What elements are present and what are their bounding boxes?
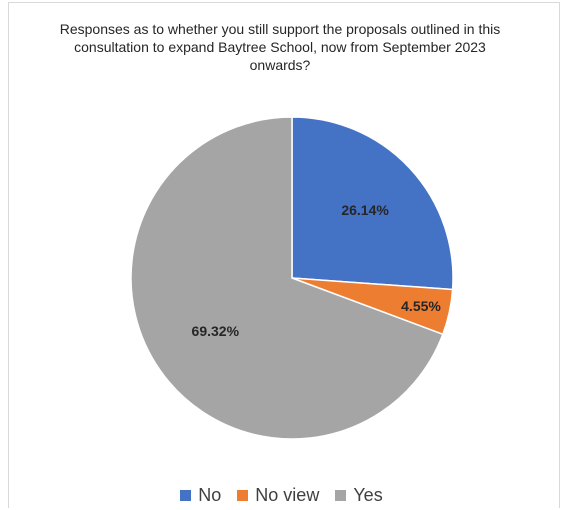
data-label-no: 26.14% (341, 202, 389, 218)
chart-title-line-1: Responses as to whether you still suppor… (59, 21, 501, 37)
chart-title-line-2: consultation to expand Baytree School, n… (74, 39, 486, 55)
legend-entry-no-view: No view (237, 485, 319, 506)
pie-slice-yes (130, 116, 444, 440)
legend-swatch-no-view (237, 489, 249, 501)
legend-swatch-no (180, 489, 192, 501)
legend-label-yes: Yes (353, 484, 383, 505)
legend-entry-no: No (180, 485, 221, 506)
legend-entry-yes: Yes (335, 484, 383, 506)
legend-swatch-yes (335, 489, 347, 501)
legend: No No view Yes (0, 485, 563, 505)
legend-label-no-view: No view (255, 484, 320, 505)
data-label-yes: 69.32% (192, 323, 240, 339)
legend-label-no: No (198, 484, 222, 505)
chart-title: Responses as to whether you still suppor… (40, 20, 520, 74)
data-label-no-view: 4.55% (401, 298, 441, 314)
pie-slice-no (291, 116, 454, 291)
chart-title-line-3: onwards? (249, 57, 311, 73)
